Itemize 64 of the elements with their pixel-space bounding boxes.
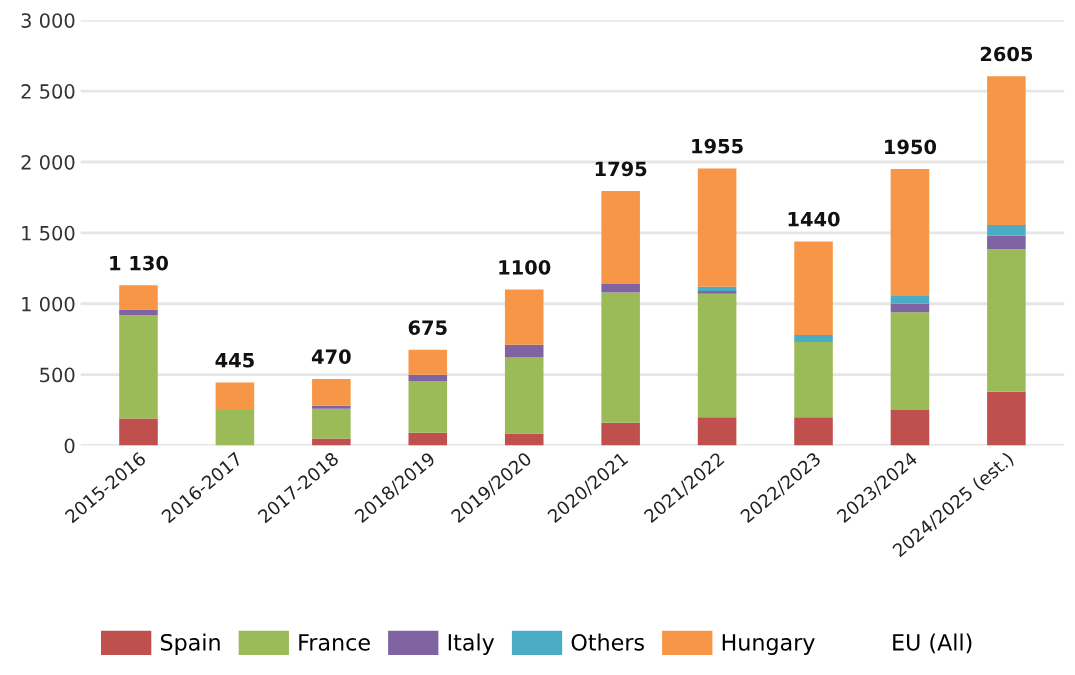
bar bbox=[987, 391, 1026, 446]
y-tick-label: 1 000 bbox=[22, 296, 75, 312]
legend-label: Italy bbox=[448, 633, 495, 655]
legend-label: France bbox=[299, 634, 370, 651]
bar bbox=[601, 422, 640, 446]
total-label: 1100 bbox=[499, 259, 551, 275]
y-tick-label: 0 bbox=[64, 438, 75, 454]
bar bbox=[987, 249, 1026, 392]
total-label: 445 bbox=[215, 353, 254, 368]
bar bbox=[601, 283, 640, 293]
bar bbox=[119, 418, 158, 446]
bar bbox=[890, 295, 930, 304]
legend-label: Others bbox=[571, 633, 644, 651]
bar bbox=[697, 168, 737, 287]
y-tick-label: 2 500 bbox=[21, 84, 75, 99]
bar bbox=[697, 290, 737, 294]
bar bbox=[890, 410, 930, 446]
bar bbox=[890, 169, 930, 296]
bar bbox=[794, 334, 833, 343]
y-tick-label: 1 500 bbox=[22, 225, 75, 241]
bar bbox=[312, 438, 351, 446]
bar bbox=[408, 381, 448, 433]
bar bbox=[312, 378, 351, 406]
bar bbox=[794, 342, 833, 418]
bar bbox=[697, 286, 737, 291]
bar bbox=[504, 357, 544, 434]
legend-label: Hungary bbox=[722, 634, 815, 655]
bar bbox=[601, 191, 640, 284]
bar bbox=[890, 303, 930, 313]
bar bbox=[408, 374, 448, 381]
bar bbox=[312, 408, 351, 439]
bar bbox=[312, 405, 351, 409]
total-label: 675 bbox=[408, 320, 447, 335]
bar bbox=[987, 225, 1026, 236]
bar bbox=[408, 349, 448, 375]
y-tick-label: 500 bbox=[40, 367, 75, 383]
total-label: 2605 bbox=[980, 46, 1033, 62]
bar bbox=[987, 235, 1026, 250]
bar bbox=[119, 309, 158, 316]
total-label: 1 130 bbox=[110, 255, 168, 271]
bar bbox=[794, 417, 833, 446]
bar bbox=[890, 312, 930, 411]
bar bbox=[794, 241, 833, 335]
bar bbox=[987, 76, 1026, 226]
bar bbox=[504, 289, 544, 345]
y-tick-label: 2 000 bbox=[21, 154, 75, 170]
bar bbox=[504, 344, 544, 358]
legend-title: EU (All) bbox=[893, 633, 972, 654]
total-label: 470 bbox=[311, 349, 351, 364]
legend-label: Spain bbox=[160, 633, 220, 655]
bar bbox=[119, 285, 158, 310]
total-label: 1795 bbox=[595, 161, 647, 177]
total-label: 1950 bbox=[885, 139, 937, 155]
total-label: 1440 bbox=[788, 211, 840, 227]
bar bbox=[504, 433, 544, 446]
bar bbox=[408, 432, 448, 446]
bar bbox=[215, 410, 255, 446]
bar bbox=[215, 382, 255, 411]
y-tick-label: 3 000 bbox=[21, 13, 75, 28]
total-label: 1955 bbox=[692, 138, 743, 154]
bar bbox=[601, 292, 640, 423]
bar bbox=[697, 417, 737, 446]
bar bbox=[119, 315, 158, 419]
bar bbox=[697, 293, 737, 418]
